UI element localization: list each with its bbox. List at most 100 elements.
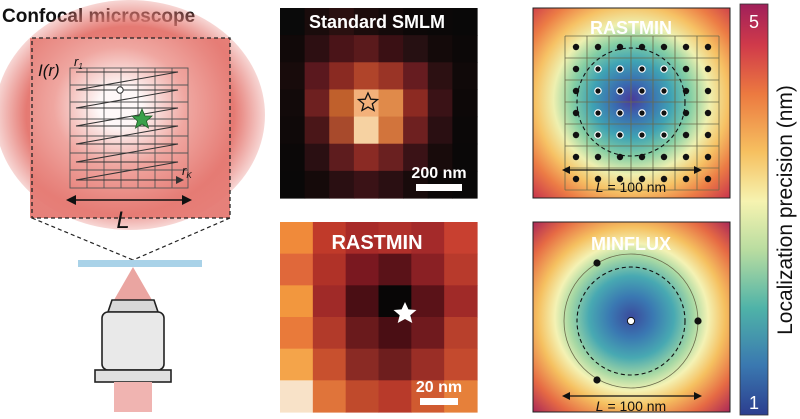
smlm-pixel (353, 8, 380, 36)
smlm-pixel (353, 89, 380, 118)
smlm-pixel (304, 62, 330, 91)
scan-position-dot (682, 153, 690, 161)
smlm-pixel (353, 143, 380, 172)
confocal-illumination-field (0, 0, 265, 230)
rastmin-pixel (345, 285, 380, 318)
minflux-arrow-left (562, 392, 570, 400)
smlm-pixel (329, 143, 355, 172)
smlm-pixel (452, 35, 478, 63)
rastmin-pixel (378, 380, 412, 413)
scan-position-dot (682, 43, 690, 51)
scan-position-dot (616, 65, 624, 73)
rastmin-pixel (378, 222, 412, 255)
r1-label: r1 (74, 54, 83, 71)
smlm-scalebar-label: 200 nm (411, 165, 466, 182)
rastmin-pixel (312, 253, 347, 286)
smlm-pixel (403, 116, 429, 145)
smlm-pixel (427, 116, 453, 145)
rastmin-pixel (444, 253, 478, 286)
scan-position-dot (594, 131, 602, 139)
scan-position-dot (704, 153, 712, 161)
length-label: L (116, 207, 129, 234)
scan-position-dot (638, 175, 646, 183)
star-icon (393, 302, 417, 323)
scan-position-dot (616, 43, 624, 51)
rastmin-pixel (378, 317, 412, 350)
scan-position-dot (572, 109, 580, 117)
scan-position-dot (594, 87, 602, 95)
smlm-pixel (427, 8, 453, 36)
scan-position-dot (572, 87, 580, 95)
smlm-pixel (304, 170, 330, 199)
minflux-arrow-right (694, 392, 702, 400)
rastmin-pixel (345, 253, 380, 286)
length-arrow-right-head (182, 195, 192, 205)
rastmin-raw-title: RASTMIN (331, 232, 422, 254)
smlm-pixel (403, 89, 429, 118)
rastmin-pixel (345, 380, 380, 413)
smlm-pixel (427, 89, 453, 118)
rastmin-pixel (411, 285, 445, 318)
smlm-pixel (427, 62, 453, 91)
rastmin-pixel (444, 317, 478, 350)
scan-position-dot (704, 87, 712, 95)
smlm-pixel (452, 116, 478, 145)
scan-position-dot (660, 109, 668, 117)
smlm-pixel (427, 143, 453, 172)
smlm-pixel (378, 170, 404, 199)
smlm-pixel (280, 143, 306, 172)
smlm-pixel (329, 8, 355, 36)
colorbar (739, 3, 769, 416)
objective-icon (94, 299, 172, 412)
scan-position-dot (638, 87, 646, 95)
colorbar-min-label: 1 (749, 393, 759, 413)
scan-grid (69, 67, 189, 189)
smlm-pixel (304, 143, 330, 172)
scan-start-point (116, 86, 124, 94)
rastmin-pixel (312, 317, 347, 350)
scan-position-dot (594, 153, 602, 161)
rastmin-pixel (444, 222, 478, 255)
smlm-pixel (329, 35, 355, 63)
intensity-label: I(r) (38, 61, 60, 80)
scan-position-dot (682, 87, 690, 95)
rastmin-pixel (411, 317, 445, 350)
rastmin-pixel (280, 317, 314, 350)
scan-position-dot (572, 131, 580, 139)
rastmin-arrow-left (562, 166, 570, 174)
scan-position-dot (660, 131, 668, 139)
rastmin-raw-scalebar-label: 20 nm (416, 379, 462, 396)
scan-position-dot (638, 65, 646, 73)
scan-position-dot (638, 131, 646, 139)
rastmin-pixel (378, 253, 412, 286)
smlm-pixel (378, 8, 404, 36)
smlm-pixel (353, 170, 380, 199)
scan-position-dot (594, 175, 602, 183)
smlm-pixel (403, 62, 429, 91)
rastmin-pixel (411, 222, 445, 255)
rastmin-pixel (444, 348, 478, 381)
scan-position-dot (682, 131, 690, 139)
scan-position-dot (616, 175, 624, 183)
smlm-title: Standard SMLM (309, 12, 445, 32)
rastmin-raw-image (280, 222, 478, 413)
rastmin-pixel (345, 348, 380, 381)
scan-position-dot (660, 153, 668, 161)
excitation-beam (114, 267, 152, 300)
scan-position-dot (638, 43, 646, 51)
scan-arrow-head (176, 176, 184, 184)
projection-lines (31, 217, 231, 261)
smlm-pixel (378, 116, 404, 145)
smlm-pixel (329, 62, 355, 91)
smlm-pixel (304, 89, 330, 118)
smlm-pixel (353, 35, 380, 63)
rastmin-raw-scalebar (420, 398, 458, 405)
sample-slide (78, 260, 202, 267)
smlm-pixel (353, 116, 380, 145)
smlm-image (280, 8, 478, 199)
smlm-pixel (329, 116, 355, 145)
smlm-pixel (427, 35, 453, 63)
rastmin-pixel (280, 222, 314, 255)
scan-position-dot (594, 43, 602, 51)
minflux-length-label: L = 100 nm (596, 398, 666, 414)
